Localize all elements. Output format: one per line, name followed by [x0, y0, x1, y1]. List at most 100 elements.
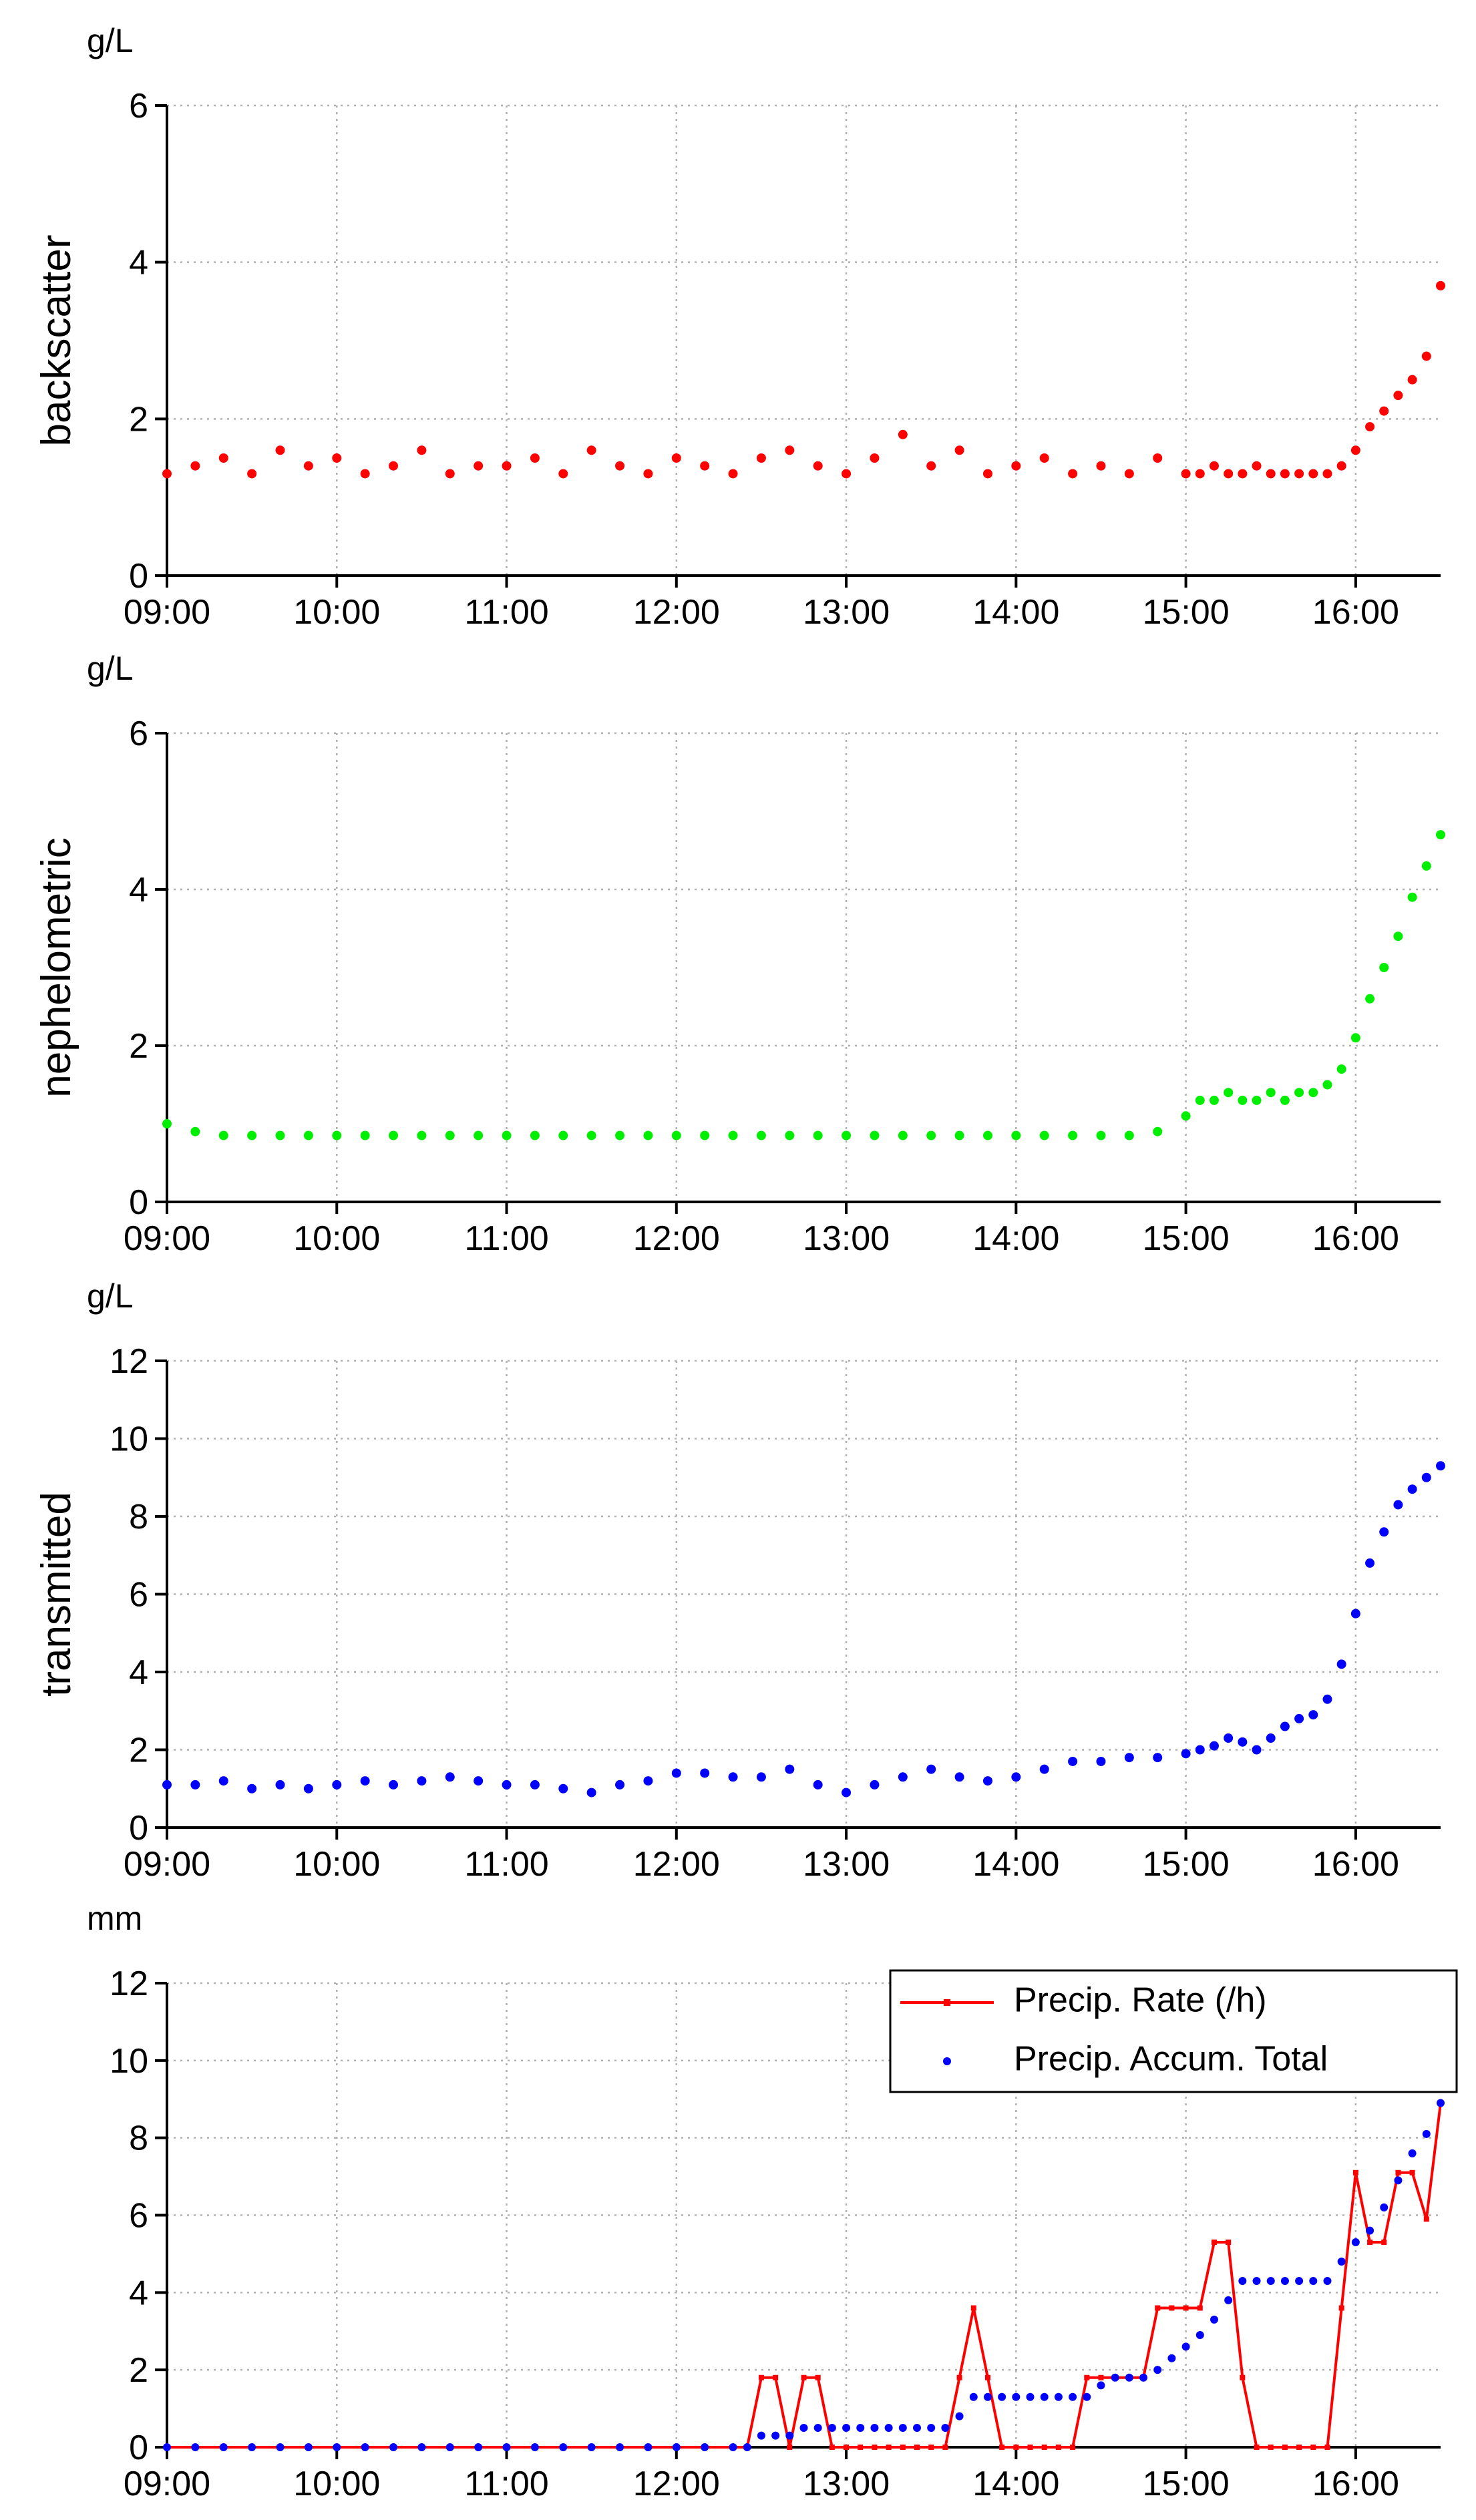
y-axis-label: nephelometric: [33, 837, 79, 1097]
line-marker: [829, 2445, 835, 2450]
data-point: [1351, 2238, 1360, 2247]
data-point: [644, 2443, 653, 2451]
line-marker: [1423, 2216, 1429, 2222]
line-marker: [1169, 2305, 1175, 2311]
data-point: [728, 1130, 738, 1140]
data-point: [1280, 2276, 1289, 2285]
x-tick-label: 16:00: [1312, 1845, 1399, 1884]
data-point: [1039, 453, 1049, 463]
line-marker: [1240, 2374, 1246, 2380]
x-tick-label: 12:00: [633, 593, 720, 632]
x-tick-label: 09:00: [124, 593, 210, 632]
line-marker: [1352, 2169, 1358, 2175]
data-point: [474, 461, 484, 471]
line-marker: [758, 2374, 764, 2380]
y-tick-label: 4: [129, 2274, 148, 2312]
data-point: [1394, 2176, 1403, 2185]
line-marker: [1268, 2445, 1274, 2450]
x-tick-label: 15:00: [1143, 593, 1230, 632]
data-point: [1011, 1130, 1021, 1140]
data-point: [1336, 1064, 1346, 1074]
data-point: [360, 469, 370, 479]
line-marker: [815, 2374, 821, 2380]
x-tick-label: 09:00: [124, 2465, 210, 2503]
data-point: [1422, 2129, 1431, 2138]
line-marker: [1183, 2305, 1189, 2311]
data-point: [162, 1119, 172, 1128]
unit-label: g/L: [87, 1277, 134, 1315]
data-point: [1280, 1095, 1290, 1105]
y-tick-label: 2: [129, 1731, 148, 1770]
x-tick-label: 16:00: [1312, 593, 1399, 632]
line-marker: [1155, 2305, 1161, 2311]
line-marker: [900, 2445, 906, 2450]
x-tick-label: 11:00: [464, 1845, 548, 1884]
data-point: [275, 1130, 285, 1140]
data-point: [1224, 2296, 1233, 2304]
data-point: [1195, 2331, 1204, 2340]
data-point: [1407, 1484, 1417, 1494]
data-point: [1096, 1756, 1106, 1766]
data-point: [728, 469, 738, 479]
data-point: [1238, 1095, 1248, 1105]
data-point: [218, 1776, 228, 1786]
line-marker: [928, 2445, 934, 2450]
y-tick-label: 8: [129, 2119, 148, 2158]
data-point: [672, 2443, 681, 2451]
data-point: [1336, 1659, 1346, 1669]
data-point: [1266, 1733, 1276, 1743]
data-point: [870, 1130, 880, 1140]
data-point: [870, 2424, 879, 2433]
legend-marker: [943, 2057, 951, 2065]
data-point: [1167, 2354, 1176, 2362]
line-marker: [1310, 2445, 1316, 2450]
data-point: [530, 1779, 540, 1790]
data-point: [813, 1779, 823, 1790]
data-point: [700, 461, 710, 471]
x-tick-label: 10:00: [293, 1219, 380, 1258]
data-point: [954, 1130, 964, 1140]
data-point: [983, 2392, 992, 2401]
data-point: [615, 461, 625, 471]
data-point: [842, 2424, 851, 2433]
data-point: [389, 2443, 398, 2451]
data-point: [1181, 469, 1191, 479]
data-point: [1181, 1749, 1191, 1759]
data-point: [1039, 1130, 1049, 1140]
line-marker: [1324, 2445, 1330, 2450]
y-tick-label: 10: [110, 2042, 148, 2081]
data-point: [502, 2443, 511, 2451]
data-point: [1125, 2373, 1133, 2382]
data-point: [1153, 1753, 1163, 1763]
data-point: [671, 453, 681, 463]
data-point: [1407, 892, 1417, 902]
x-tick-label: 13:00: [803, 2465, 890, 2503]
data-point: [445, 1772, 455, 1782]
data-point: [1322, 1080, 1332, 1090]
data-point: [1209, 1095, 1219, 1105]
data-point: [757, 2431, 765, 2440]
data-point: [1096, 461, 1106, 471]
data-point: [1393, 931, 1403, 941]
data-point: [1322, 469, 1332, 479]
data-point: [729, 2443, 737, 2451]
y-axis-label: backscatter: [33, 234, 79, 446]
x-tick-label: 10:00: [293, 1845, 380, 1884]
line-marker: [773, 2374, 779, 2380]
x-tick-label: 14:00: [972, 1219, 1059, 1258]
data-point: [1308, 1088, 1318, 1098]
x-tick-label: 16:00: [1312, 2465, 1399, 2503]
data-point: [247, 1130, 257, 1140]
data-point: [303, 1783, 313, 1794]
data-point: [1139, 2373, 1148, 2382]
data-point: [1195, 1095, 1205, 1105]
x-tick-label: 11:00: [464, 2465, 548, 2503]
data-point: [1224, 1088, 1234, 1098]
x-tick-label: 15:00: [1143, 1219, 1230, 1258]
x-tick-label: 15:00: [1143, 2465, 1230, 2503]
data-point: [813, 461, 823, 471]
data-point: [1295, 2276, 1304, 2285]
data-point: [1436, 280, 1445, 290]
data-point: [417, 2443, 426, 2451]
data-point: [1181, 2342, 1190, 2351]
